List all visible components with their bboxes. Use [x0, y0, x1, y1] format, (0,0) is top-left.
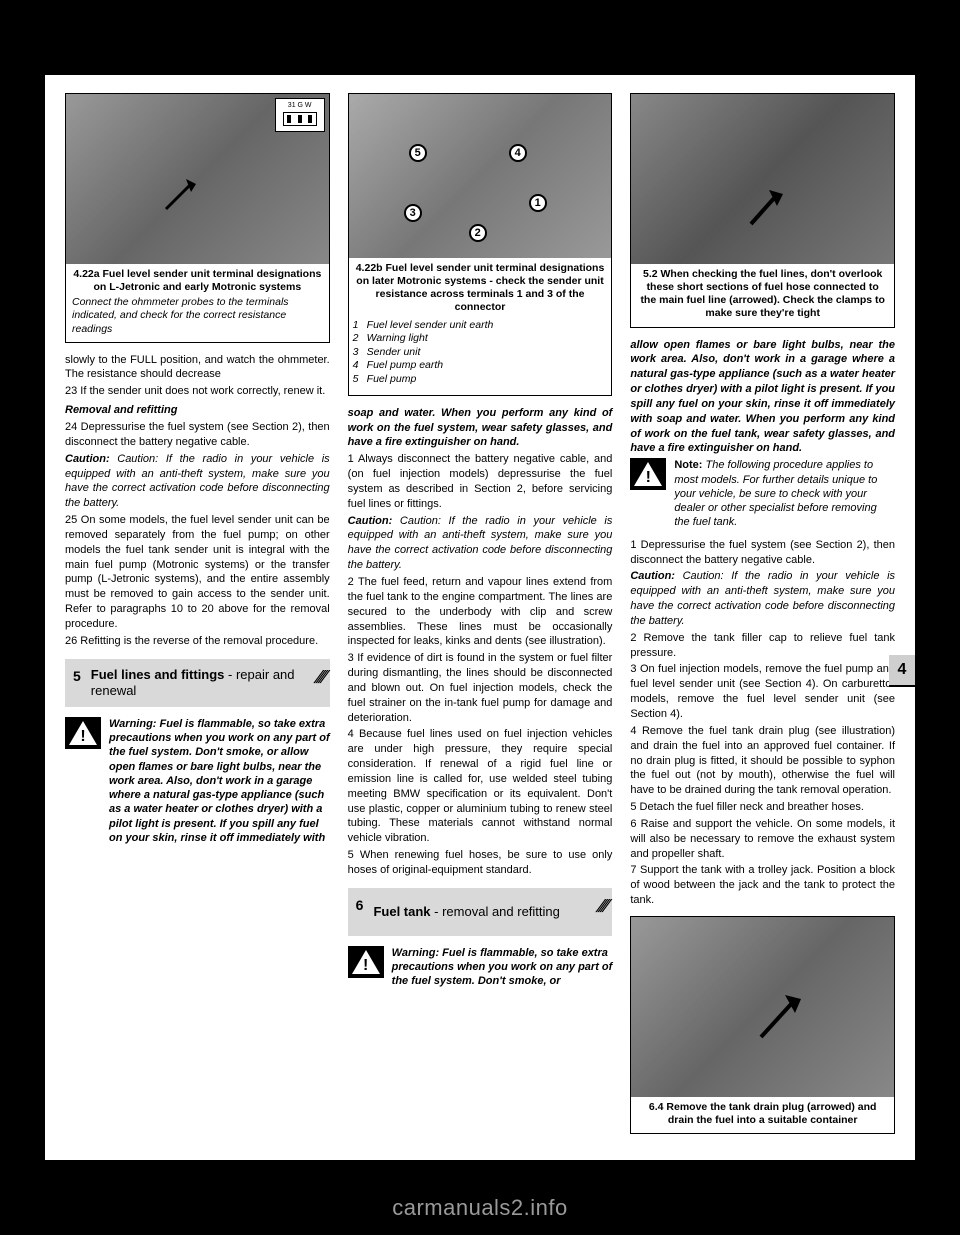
body-text: 25 On some models, the fuel level sender… — [65, 513, 330, 632]
inset-labels: 31 G W — [288, 102, 312, 109]
arrow-icon — [161, 174, 201, 214]
three-column-layout: 31 G W 4.22a Fuel level sender unit term… — [45, 75, 915, 1154]
body-text: 7 Support the tank with a trolley jack. … — [630, 863, 895, 908]
body-text: 24 Depressurise the fuel system (see Sec… — [65, 420, 330, 450]
legend-item: 5Fuel pump — [353, 373, 608, 387]
figure-caption: 4.22b Fuel level sender unit terminal de… — [349, 258, 612, 317]
watermark-text: carmanuals2.info — [0, 1195, 960, 1221]
section-title-bold: Fuel tank — [373, 904, 430, 919]
warning-block: Warning: Fuel is flammable, so take extr… — [348, 946, 613, 989]
legend-item: 4Fuel pump earth — [353, 359, 608, 373]
body-text: 1 Always disconnect the battery negative… — [348, 452, 613, 511]
photo-5-2 — [631, 94, 894, 264]
legend-text: Sender unit — [367, 346, 421, 360]
section-heading-6: 6 Fuel tank - removal and refitting //// — [348, 888, 613, 936]
caution-text: Caution: Caution: If the radio in your v… — [348, 514, 613, 573]
callout-4: 4 — [509, 144, 527, 162]
section-number: 5 — [73, 667, 81, 686]
caution-text: Caution: Caution: If the radio in your v… — [630, 569, 895, 628]
body-text: slowly to the FULL position, and watch t… — [65, 353, 330, 383]
subheading: Removal and refitting — [65, 403, 330, 418]
legend-text: Warning light — [367, 332, 428, 346]
caution-text: Caution: Caution: If the radio in your v… — [65, 452, 330, 511]
body-text: 5 Detach the fuel filler neck and breath… — [630, 800, 895, 815]
chapter-tab: 4 — [889, 655, 915, 687]
section-title-bold: Fuel lines and fittings — [91, 667, 225, 682]
figure-4-22a: 31 G W 4.22a Fuel level sender unit term… — [65, 93, 330, 343]
body-text: 2 Remove the tank filler cap to relieve … — [630, 631, 895, 661]
body-text: 4 Because fuel lines used on fuel inject… — [348, 727, 613, 846]
manual-page: 4 31 G W 4.22a Fuel level sende — [45, 75, 915, 1160]
figure-subcaption: Connect the ohmmeter probes to the termi… — [66, 296, 329, 337]
body-text: 3 On fuel injection models, remove the f… — [630, 662, 895, 721]
figure-caption: 4.22a Fuel level sender unit terminal de… — [66, 264, 329, 296]
body-text: 4 Remove the fuel tank drain plug (see i… — [630, 724, 895, 798]
body-text: 2 The fuel feed, return and vapour lines… — [348, 575, 613, 649]
photo-4-22a: 31 G W — [66, 94, 329, 264]
legend-text: Fuel level sender unit earth — [367, 319, 494, 333]
legend-item: 3Sender unit — [353, 346, 608, 360]
figure-legend: 1Fuel level sender unit earth 2Warning l… — [349, 317, 612, 391]
body-text: 5 When renewing fuel hoses, be sure to u… — [348, 848, 613, 878]
note-title: Note: — [674, 459, 702, 471]
section-title-rest: - removal and refitting — [431, 904, 560, 919]
photo-4-22b: 5 4 1 2 3 — [349, 94, 612, 258]
body-text: 26 Refitting is the reverse of the remov… — [65, 634, 330, 649]
callout-3: 3 — [404, 204, 422, 222]
legend-text: Fuel pump — [367, 373, 417, 387]
figure-5-2: 5.2 When checking the fuel lines, don't … — [630, 93, 895, 328]
column-3: 5.2 When checking the fuel lines, don't … — [630, 93, 895, 1144]
callout-1: 1 — [529, 194, 547, 212]
callout-2: 2 — [469, 224, 487, 242]
warning-block: Warning: Fuel is flammable, so take extr… — [65, 717, 330, 846]
note-body: The following procedure applies to most … — [674, 459, 877, 528]
body-text: 1 Depressurise the fuel system (see Sect… — [630, 538, 895, 568]
body-text: 3 If evidence of dirt is found in the sy… — [348, 651, 613, 725]
warning-text: Warning: Fuel is flammable, so take extr… — [109, 717, 330, 846]
warning-continuation: allow open flames or bare light bulbs, n… — [630, 338, 895, 457]
body-text: 23 If the sender unit does not work corr… — [65, 384, 330, 399]
arrow-icon — [751, 987, 811, 1047]
body-text: 6 Raise and support the vehicle. On some… — [630, 817, 895, 862]
callout-5: 5 — [409, 144, 427, 162]
legend-text: Fuel pump earth — [367, 359, 443, 373]
warning-triangle-icon — [65, 717, 101, 749]
note-text: Note: The following procedure applies to… — [674, 458, 895, 529]
column-1: 31 G W 4.22a Fuel level sender unit term… — [65, 93, 330, 1144]
column-2: 5 4 1 2 3 4.22b Fuel level sender unit t… — [348, 93, 613, 1144]
figure-caption: 5.2 When checking the fuel lines, don't … — [631, 264, 894, 323]
warning-triangle-icon — [630, 458, 666, 490]
section-number: 6 — [356, 896, 364, 915]
figure-caption: 6.4 Remove the tank drain plug (arrowed)… — [631, 1097, 894, 1129]
legend-item: 2Warning light — [353, 332, 608, 346]
photo-6-4 — [631, 917, 894, 1097]
section-heading-5: 5 Fuel lines and fittings - repair and r… — [65, 659, 330, 707]
section-title: Fuel lines and fittings - repair and ren… — [91, 667, 322, 698]
legend-item: 1Fuel level sender unit earth — [353, 319, 608, 333]
connector-inset-diagram: 31 G W — [275, 98, 325, 132]
figure-4-22b: 5 4 1 2 3 4.22b Fuel level sender unit t… — [348, 93, 613, 396]
warning-text: Warning: Fuel is flammable, so take extr… — [392, 946, 613, 989]
warning-continuation: soap and water. When you perform any kin… — [348, 406, 613, 451]
arrow-icon — [741, 184, 791, 234]
figure-6-4: 6.4 Remove the tank drain plug (arrowed)… — [630, 916, 895, 1134]
difficulty-icon: //// — [595, 894, 610, 918]
note-block: Note: The following procedure applies to… — [630, 458, 895, 529]
warning-triangle-icon — [348, 946, 384, 978]
section-title: Fuel tank - removal and refitting — [373, 904, 604, 920]
